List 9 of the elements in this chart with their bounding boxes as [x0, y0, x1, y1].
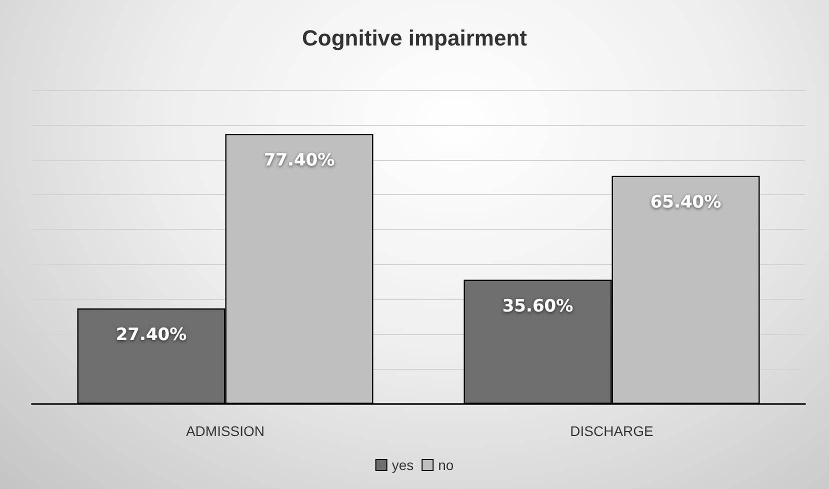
legend-label: yes [392, 457, 414, 473]
x-tick-label: DISCHARGE [570, 423, 654, 439]
data-label: 77.40% [264, 150, 335, 170]
data-label: 27.40% [116, 324, 187, 345]
data-label: 65.40% [650, 192, 722, 212]
data-label: 35.60% [502, 296, 574, 316]
x-tick-label: ADMISSION [186, 423, 265, 439]
chart-title: Cognitive impairment [302, 26, 528, 50]
legend-label: no [438, 457, 454, 473]
